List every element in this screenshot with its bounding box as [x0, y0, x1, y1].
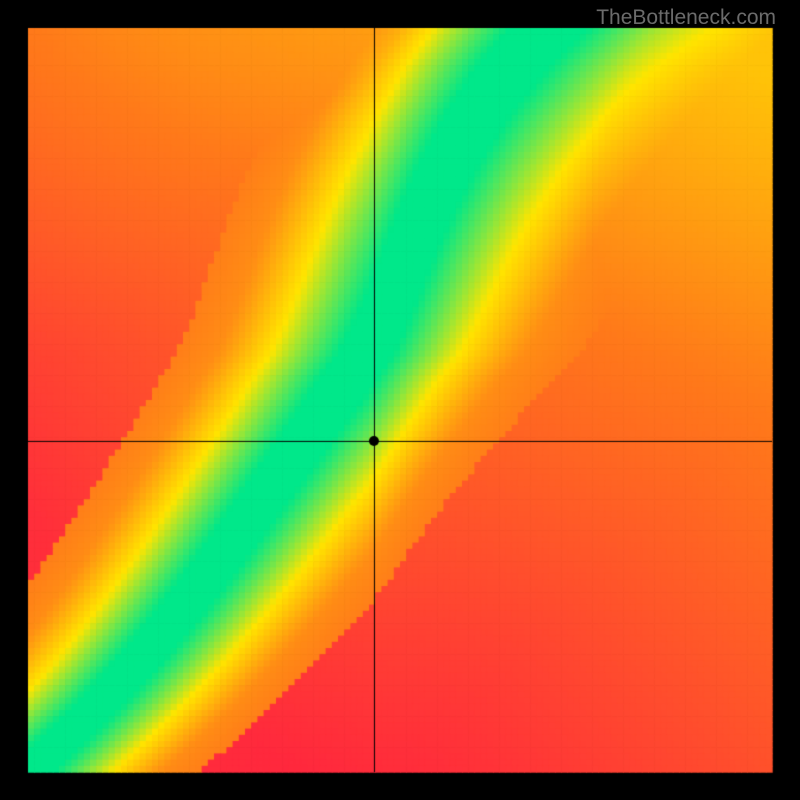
watermark-text: TheBottleneck.com: [596, 6, 776, 30]
bottleneck-heatmap: [0, 0, 800, 800]
